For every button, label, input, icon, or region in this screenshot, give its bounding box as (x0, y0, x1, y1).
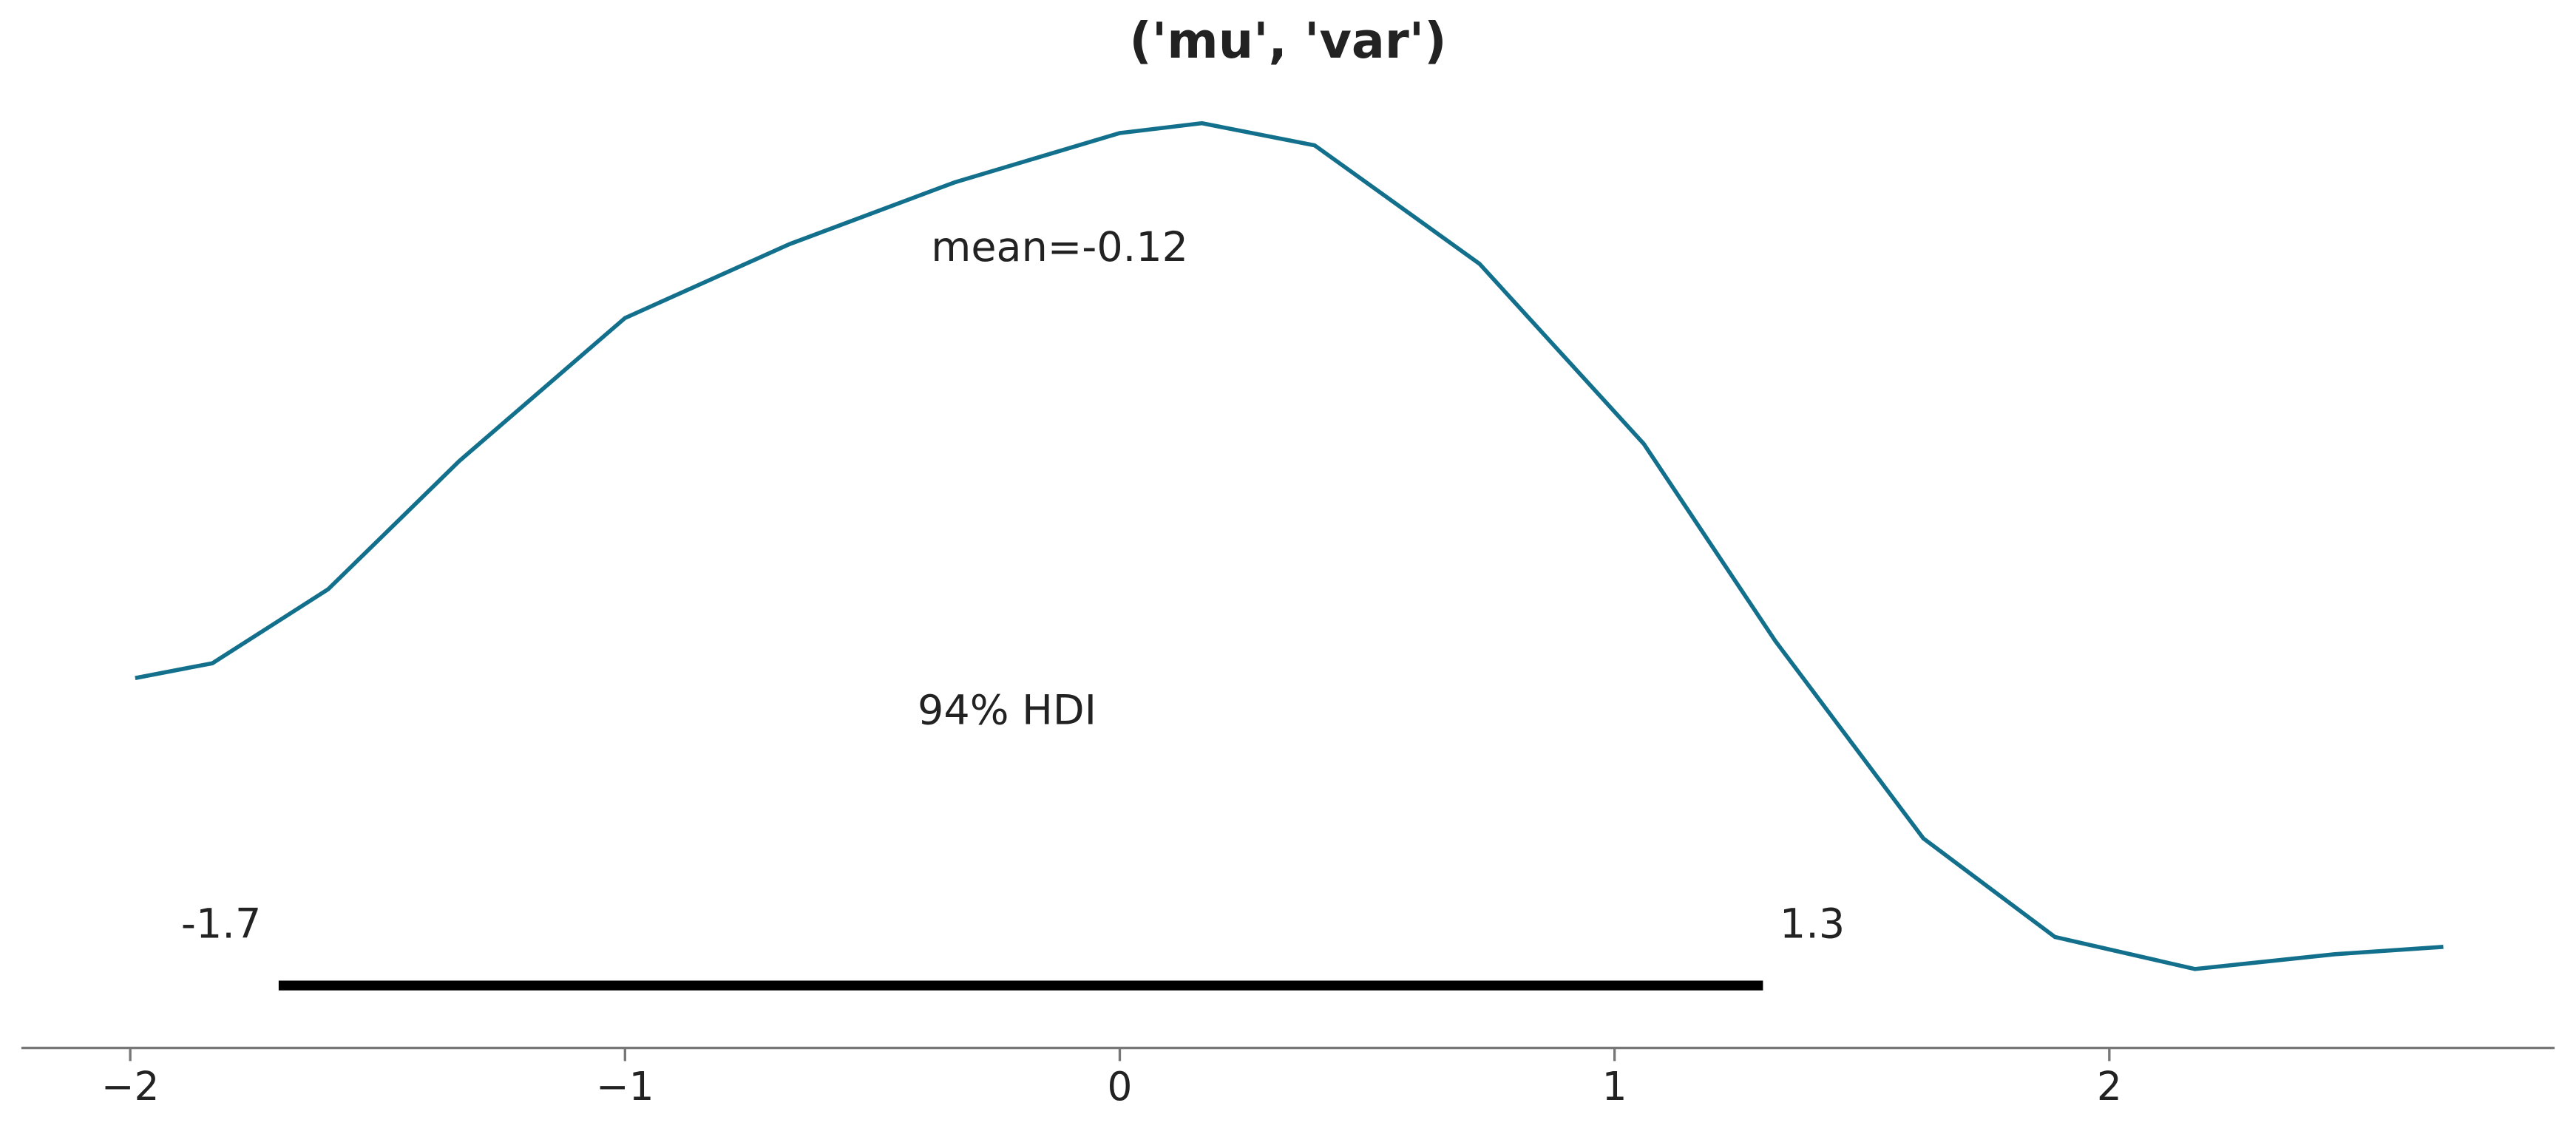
hdi-high-label: 1.3 (1780, 900, 1845, 948)
hdi-low-label: -1.7 (181, 900, 261, 948)
x-tick-label: −1 (596, 1064, 654, 1110)
x-tick-label: 2 (2097, 1064, 2122, 1110)
x-tick-label: 0 (1108, 1064, 1133, 1110)
hdi-label: 94% HDI (918, 686, 1097, 734)
chart-title: ('mu', 'var') (1129, 12, 1446, 69)
x-tick-label: 1 (1602, 1064, 1627, 1110)
density-line (135, 120, 2444, 971)
mean-label: mean=-0.12 (931, 223, 1188, 271)
x-tick-label: −2 (101, 1064, 160, 1110)
